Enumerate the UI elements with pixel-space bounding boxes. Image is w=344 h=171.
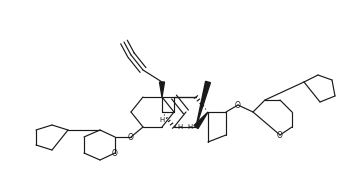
- Polygon shape: [194, 112, 208, 129]
- Text: H: H: [187, 124, 193, 130]
- Text: O: O: [235, 101, 241, 109]
- Text: O: O: [277, 130, 283, 140]
- Text: H: H: [159, 117, 165, 123]
- Polygon shape: [160, 82, 164, 97]
- Text: O: O: [128, 133, 134, 141]
- Text: O: O: [112, 148, 118, 157]
- Text: H: H: [178, 124, 183, 130]
- Polygon shape: [196, 81, 211, 127]
